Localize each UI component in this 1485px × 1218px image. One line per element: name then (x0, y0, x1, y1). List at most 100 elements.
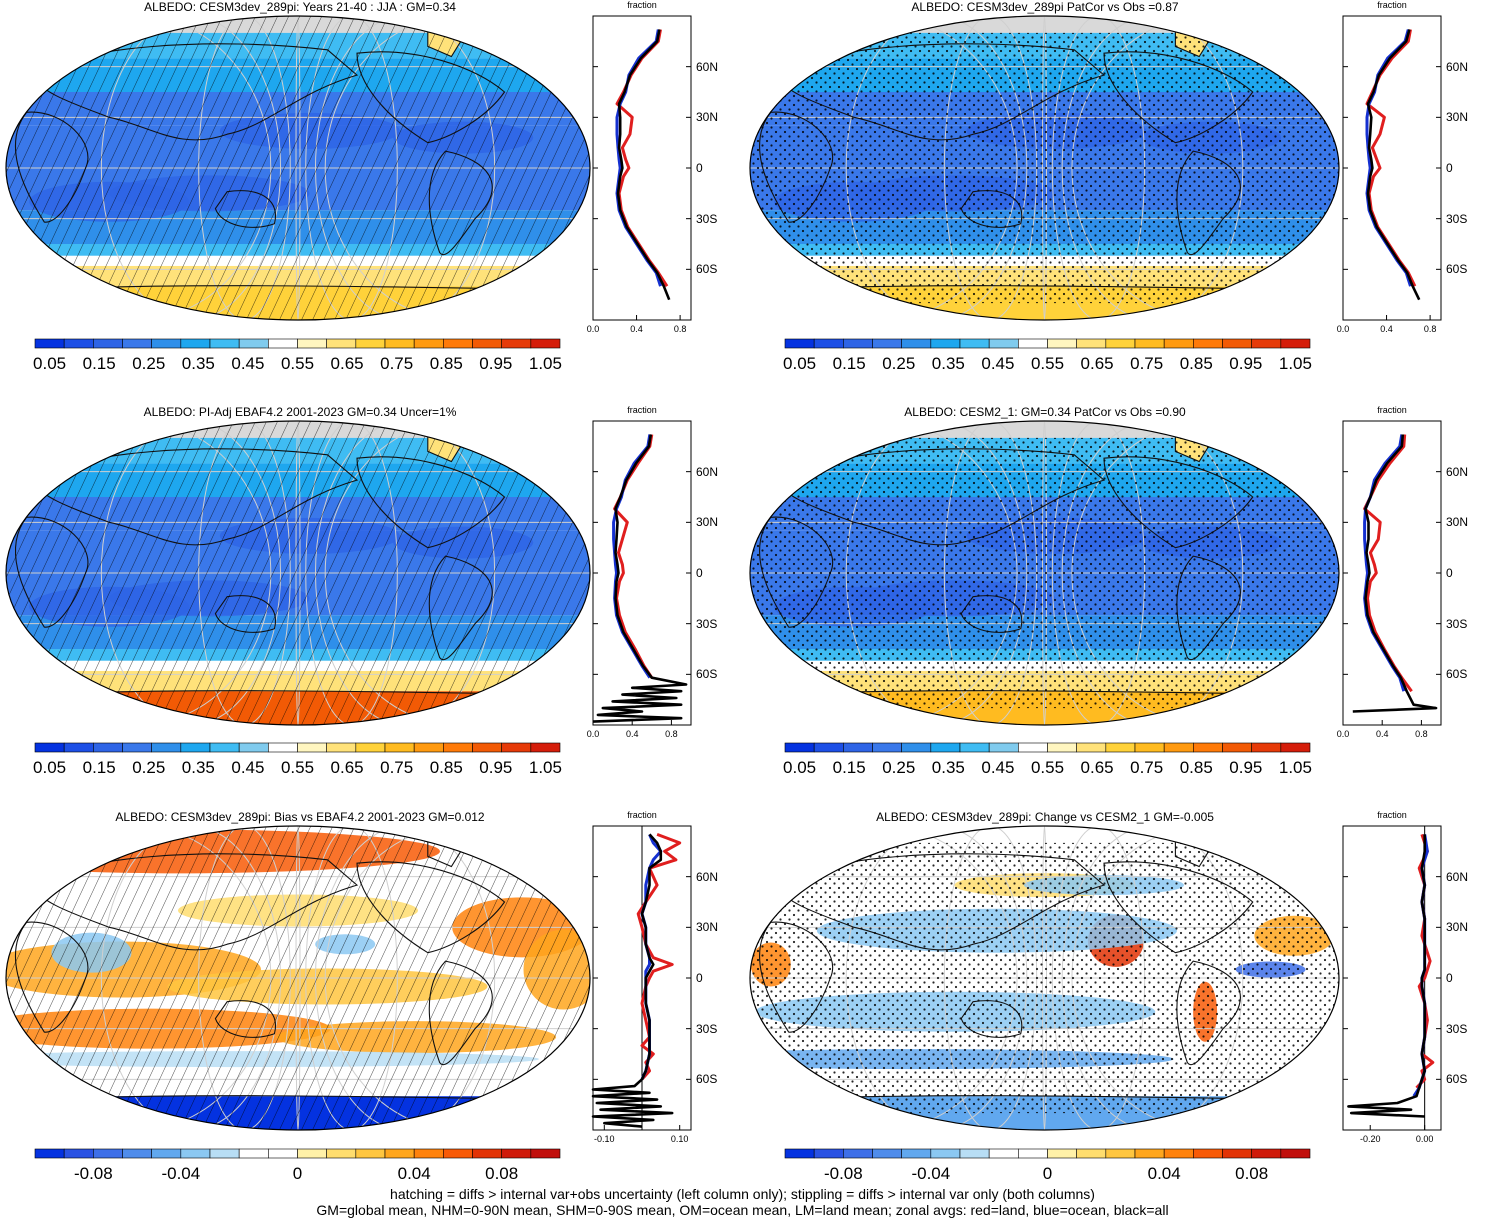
zonal-lat-tick-label: 60N (696, 869, 719, 884)
colorbar-swatch (63, 742, 94, 753)
panel-5-colorbar: -0.08 -0.04 0 0.04 0.08 (34, 1148, 561, 1183)
colorbar-swatch (443, 742, 473, 753)
zonal-x-tick-label: 0.8 (1415, 729, 1428, 739)
panel-3-colorbar: 0.05 0.15 0.25 0.35 0.45 0.55 0.65 0.75 0.85 0.95… (33, 742, 562, 777)
colorbar-swatch (63, 338, 94, 349)
colorbar-swatch (1105, 338, 1136, 349)
zonal-lat-tick-label: 30S (1446, 616, 1468, 631)
colorbar-label: 0.05 (33, 354, 66, 373)
zonal-series-all (592, 434, 688, 723)
colorbar-swatch (355, 1148, 386, 1159)
zonal-series-land (613, 434, 654, 679)
panel-6-title: ALBEDO: CESM3dev_289pi: Change vs CESM2_… (876, 810, 1214, 824)
colorbar-swatch (1222, 338, 1252, 349)
zonal-lat-tick-label: 30S (696, 1021, 718, 1036)
zonal-lat-tick-label: 30N (1446, 920, 1469, 935)
colorbar-swatch (63, 1148, 94, 1159)
colorbar-label: -0.08 (824, 1164, 863, 1183)
colorbar-swatch (93, 1148, 123, 1159)
colorbar-swatch (1105, 1148, 1136, 1159)
colorbar-label: 0.75 (380, 758, 413, 777)
zonal-axis-title: fraction (627, 405, 657, 415)
colorbar-label: 0 (293, 1164, 302, 1183)
colorbar-swatch (813, 1148, 844, 1159)
colorbar-swatch (988, 1148, 1019, 1159)
panel-3-zonal-plot: fraction 0.0 0.4 0.8 (587, 405, 692, 739)
zonal-series-all (1352, 434, 1438, 713)
zonal-axis-title: fraction (1377, 405, 1407, 415)
colorbar-label: 0.05 (783, 758, 816, 777)
colorbar-swatch (151, 1148, 182, 1159)
colorbar-swatch (843, 1148, 873, 1159)
colorbar-label: 0.04 (398, 1164, 431, 1183)
colorbar-swatch (930, 338, 961, 349)
colorbar-swatch (34, 742, 65, 753)
zonal-x-tick-label: 0.10 (671, 1134, 689, 1144)
zonal-x-tick-label: 0.8 (665, 729, 678, 739)
colorbar-label: 0.04 (1148, 1164, 1181, 1183)
zonal-lat-tick-label: 60N (696, 59, 719, 74)
colorbar-swatch (1018, 1148, 1048, 1159)
colorbar-swatch (784, 338, 815, 349)
panel-3-title: ALBEDO: PI-Adj EBAF4.2 2001-2023 GM=0.34… (143, 405, 457, 419)
zonal-x-tick-label: 0.0 (1337, 324, 1350, 334)
zonal-series-land (636, 832, 682, 1081)
zonal-x-tick-label: 0.4 (1380, 324, 1393, 334)
zonal-x-tick-label: 0.8 (674, 324, 687, 334)
colorbar-swatch (93, 742, 123, 753)
panel-4-colorbar: 0.05 0.15 0.25 0.35 0.45 0.55 0.65 0.75 0.85 0.95… (783, 742, 1312, 777)
colorbar-label: 0.75 (1130, 758, 1163, 777)
zonal-series-all (1366, 29, 1421, 301)
colorbar-label: 0.08 (1235, 1164, 1268, 1183)
colorbar-label: 0.15 (83, 354, 116, 373)
zonal-lat-tick-label: 0 (1446, 971, 1453, 985)
colorbar-label: 0.35 (932, 354, 965, 373)
colorbar-label: 0.15 (833, 354, 866, 373)
colorbar-label: 0.15 (833, 758, 866, 777)
colorbar-swatch (784, 742, 815, 753)
colorbar-swatch (151, 338, 182, 349)
zonal-series-all (616, 29, 671, 301)
colorbar-label: 0.05 (783, 354, 816, 373)
colorbar-label: 0.65 (1081, 758, 1114, 777)
zonal-axes-box (1342, 15, 1442, 321)
zonal-lat-tick-label: 60S (696, 262, 718, 277)
zonal-x-tick-label: 0.0 (587, 729, 600, 739)
zonal-lat-tick-label: 60N (1446, 59, 1469, 74)
colorbar-swatch (443, 338, 473, 349)
zonal-lat-tick-label: 30N (696, 920, 719, 935)
colorbar-swatch (1163, 1148, 1194, 1159)
colorbar-swatch (326, 338, 357, 349)
zonal-lat-tick-label: 60S (1446, 1072, 1468, 1087)
colorbar-swatch (959, 338, 990, 349)
colorbar-swatch (843, 742, 873, 753)
colorbar-swatch (209, 338, 240, 349)
zonal-x-tick-label: -0.10 (594, 1134, 615, 1144)
zonal-lat-tick-label: 60N (1446, 464, 1469, 479)
zonal-lat-tick-label: 30N (1446, 515, 1469, 530)
colorbar-label: -0.04 (161, 1164, 200, 1183)
zonal-lat-tick-label: 30S (696, 616, 718, 631)
panel-2-title: ALBEDO: CESM3dev_289pi PatCor vs Obs =0.… (911, 0, 1179, 14)
panel-5-zonal-plot: fraction -0.10 0.10 (591, 810, 692, 1144)
colorbar-swatch (93, 338, 123, 349)
colorbar-swatch (988, 742, 1019, 753)
colorbar-swatch (784, 1148, 815, 1159)
colorbar-swatch (930, 742, 961, 753)
colorbar-label: 0.25 (882, 758, 915, 777)
colorbar-swatch (1018, 742, 1048, 753)
colorbar-label: 0.08 (485, 1164, 518, 1183)
zonal-series-land (1363, 434, 1413, 693)
zonal-axes-box (592, 420, 692, 726)
zonal-series-all (1347, 834, 1426, 1118)
panel-2-colorbar: 0.05 0.15 0.25 0.35 0.45 0.55 0.65 0.75 0.85 0.95… (783, 338, 1312, 373)
colorbar-swatch (122, 742, 152, 753)
colorbar-swatch (930, 1148, 961, 1159)
zonal-lat-tick-label: 0 (696, 566, 703, 580)
zonal-x-tick-label: 0.0 (587, 324, 600, 334)
colorbar-swatch (180, 1148, 211, 1159)
colorbar-swatch (238, 338, 269, 349)
colorbar-swatch (34, 1148, 65, 1159)
colorbar-label: 0.55 (281, 758, 314, 777)
colorbar-swatch (297, 1148, 327, 1159)
